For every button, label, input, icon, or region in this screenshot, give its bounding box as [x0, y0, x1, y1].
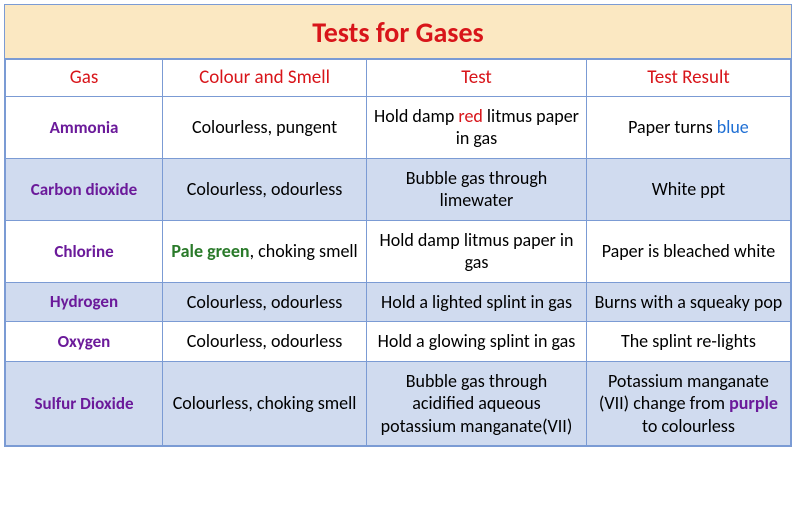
- table-row: Hydrogen Colourless, odourless Hold a ligh…: [6, 282, 791, 322]
- text: Hold a glowing splint in gas: [378, 330, 576, 352]
- col-test: Test: [367, 60, 587, 97]
- gas-tests-table: Tests for Gases Gas Colour and Smell Tes…: [4, 4, 792, 447]
- hl-green: Pale green: [171, 240, 249, 262]
- text: Hold damp litmus paper in gas: [379, 229, 573, 274]
- test-result: White ppt: [586, 158, 790, 220]
- test: Hold a glowing splint in gas: [367, 322, 587, 362]
- test-result: Paper is bleached white: [586, 220, 790, 282]
- test: Bubble gas through acidified aqueous pot…: [367, 361, 587, 446]
- table: Gas Colour and Smell Test Test Result Am…: [5, 59, 791, 446]
- col-colour-smell: Colour and Smell: [163, 60, 367, 97]
- test: Hold damp litmus paper in gas: [367, 220, 587, 282]
- colour-smell: Colourless, odourless: [163, 158, 367, 220]
- text: Bubble gas through limewater: [406, 167, 548, 212]
- colour-smell: Colourless, pungent: [163, 96, 367, 158]
- col-gas: Gas: [6, 60, 163, 97]
- gas-name: Chlorine: [6, 220, 163, 282]
- page-title: Tests for Gases: [5, 15, 791, 50]
- table-row: Oxygen Colourless, odourless Hold a glowin…: [6, 322, 791, 362]
- test: Hold a lighted splint in gas: [367, 282, 587, 322]
- gas-name: Hydrogen: [6, 282, 163, 322]
- test-result: Potassium manganate (VII) change from pu…: [586, 361, 790, 446]
- text: Paper is bleached white: [602, 240, 776, 262]
- gas-name: Oxygen: [6, 322, 163, 362]
- title-row: Tests for Gases: [5, 5, 791, 59]
- colour-smell: Colourless, choking smell: [163, 361, 367, 446]
- test: Bubble gas through limewater: [367, 158, 587, 220]
- gas-name: Sulfur Dioxide: [6, 361, 163, 446]
- table-row: ChlorinePale green, choking smellHold da…: [6, 220, 791, 282]
- colour-smell: Colourless, odourless: [163, 322, 367, 362]
- table-row: Ammonia Colourless, pungent Hold damp red …: [6, 96, 791, 158]
- test-result: Burns with a squeaky pop: [586, 282, 790, 322]
- colour-smell: Pale green, choking smell: [163, 220, 367, 282]
- text: Colourless, odourless: [187, 291, 343, 313]
- hl-purple: purple: [729, 392, 778, 414]
- text: Colourless, pungent: [192, 116, 337, 138]
- test-result: Paper turns blue: [586, 96, 790, 158]
- text: Paper turns: [628, 116, 717, 138]
- text: Colourless, odourless: [187, 330, 343, 352]
- col-result: Test Result: [586, 60, 790, 97]
- hl-red: red: [458, 105, 482, 127]
- text: Hold damp: [374, 105, 458, 127]
- test: Hold damp red litmus paper in gas: [367, 96, 587, 158]
- text: Burns with a squeaky pop: [595, 291, 783, 313]
- test-result: The splint re-lights: [586, 322, 790, 362]
- header-row: Gas Colour and Smell Test Test Result: [6, 60, 791, 97]
- gas-name: Ammonia: [6, 96, 163, 158]
- text: Colourless, choking smell: [173, 392, 357, 414]
- text: to colourless: [642, 415, 735, 437]
- hl-blue: blue: [717, 116, 749, 138]
- gas-name: Carbon dioxide: [6, 158, 163, 220]
- table-row: Carbon dioxide Colourless, odourless Bubbl…: [6, 158, 791, 220]
- table-row: Sulfur Dioxide Colourless, choking smell B…: [6, 361, 791, 446]
- text: White ppt: [652, 178, 725, 200]
- text: Hold a lighted splint in gas: [381, 291, 572, 313]
- colour-smell: Colourless, odourless: [163, 282, 367, 322]
- text: Bubble gas through acidified aqueous pot…: [381, 370, 573, 437]
- text: , choking smell: [250, 240, 358, 262]
- text: Colourless, odourless: [187, 178, 343, 200]
- text: The splint re-lights: [621, 330, 756, 352]
